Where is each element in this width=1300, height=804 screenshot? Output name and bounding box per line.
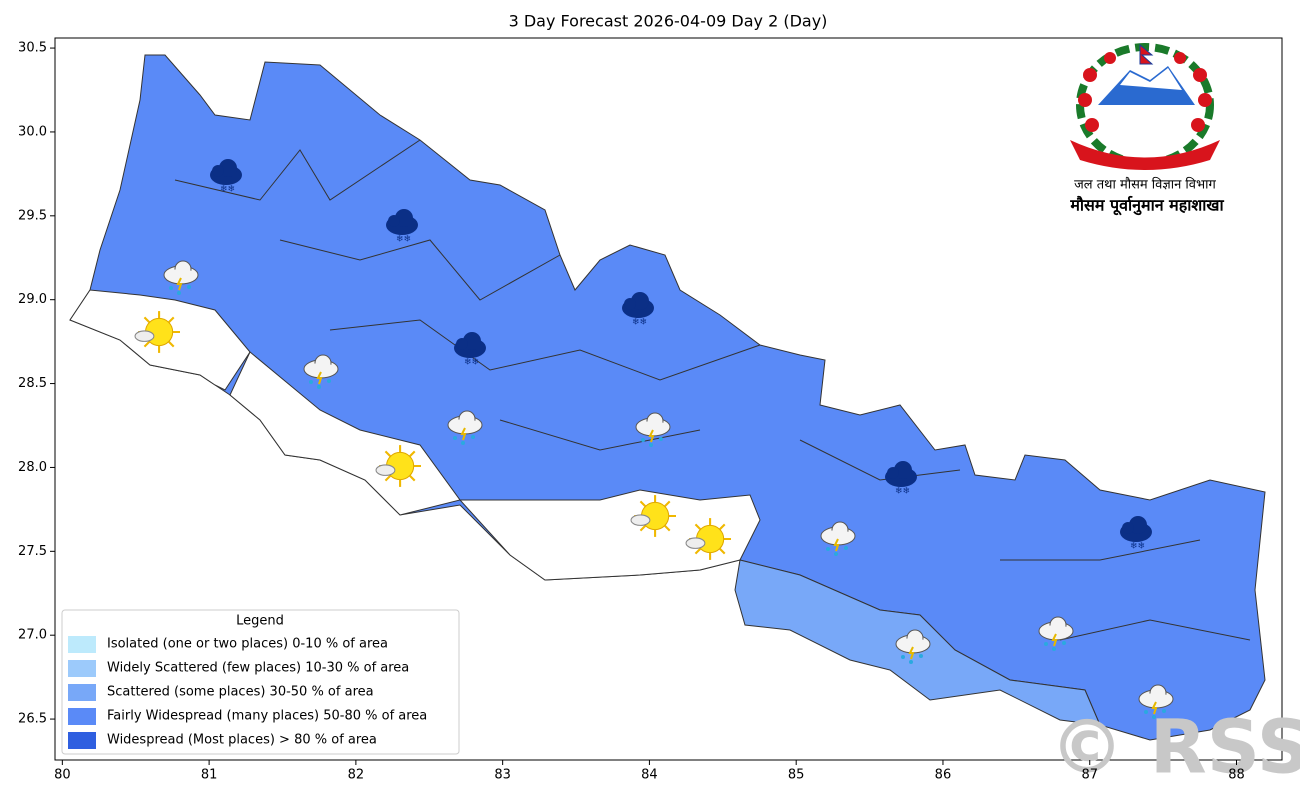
- x-tick-label: 86: [935, 768, 952, 783]
- y-tick-label: 30.0: [18, 124, 47, 139]
- legend-swatch: [68, 636, 96, 653]
- y-tick-label: 28.5: [18, 376, 47, 391]
- x-tick-label: 83: [494, 768, 511, 783]
- x-tick-label: 88: [1228, 768, 1245, 783]
- division-name: मौसम पूर्वानुमान महाशाखा: [1069, 196, 1224, 216]
- legend-label: Widely Scattered (few places) 10-30 % of…: [107, 661, 409, 676]
- legend-swatch: [68, 684, 96, 701]
- legend-title: Legend: [236, 614, 284, 629]
- y-tick-label: 30.5: [18, 41, 47, 56]
- y-tick-label: 27.5: [18, 544, 47, 559]
- y-tick-label: 27.0: [18, 628, 47, 643]
- x-tick-label: 81: [201, 768, 218, 783]
- legend: Legend Isolated (one or two places) 0-10…: [61, 609, 460, 755]
- legend-label: Isolated (one or two places) 0-10 % of a…: [107, 637, 388, 652]
- department-name: जल तथा मौसम विज्ञान विभाग: [1074, 177, 1216, 193]
- y-tick-label: 29.0: [18, 292, 47, 307]
- legend-box: [61, 609, 460, 755]
- map: [69, 54, 1266, 741]
- x-tick-label: 84: [641, 768, 658, 783]
- watermark: © RSS: [1050, 705, 1300, 791]
- x-tick-label: 80: [54, 768, 71, 783]
- logo: [1070, 43, 1220, 170]
- legend-label: Widespread (Most places) > 80 % of area: [107, 733, 377, 748]
- chart-title: 3 Day Forecast 2026-04-09 Day 2 (Day): [509, 12, 828, 31]
- y-tick-label: 28.0: [18, 460, 47, 475]
- no-rain-central: [458, 489, 761, 581]
- legend-swatch: [68, 708, 96, 725]
- legend-swatch: [68, 732, 96, 749]
- x-tick-label: 85: [788, 768, 805, 783]
- y-tick-label: 29.5: [18, 208, 47, 223]
- legend-label: Scattered (some places) 30-50 % of area: [107, 685, 374, 700]
- y-tick-label: 26.5: [18, 712, 47, 727]
- district-lines: [174, 139, 1251, 641]
- legend-label: Fairly Widespread (many places) 50-80 % …: [107, 709, 427, 724]
- x-tick-label: 82: [348, 768, 365, 783]
- legend-swatch: [68, 660, 96, 677]
- x-tick-label: 87: [1081, 768, 1098, 783]
